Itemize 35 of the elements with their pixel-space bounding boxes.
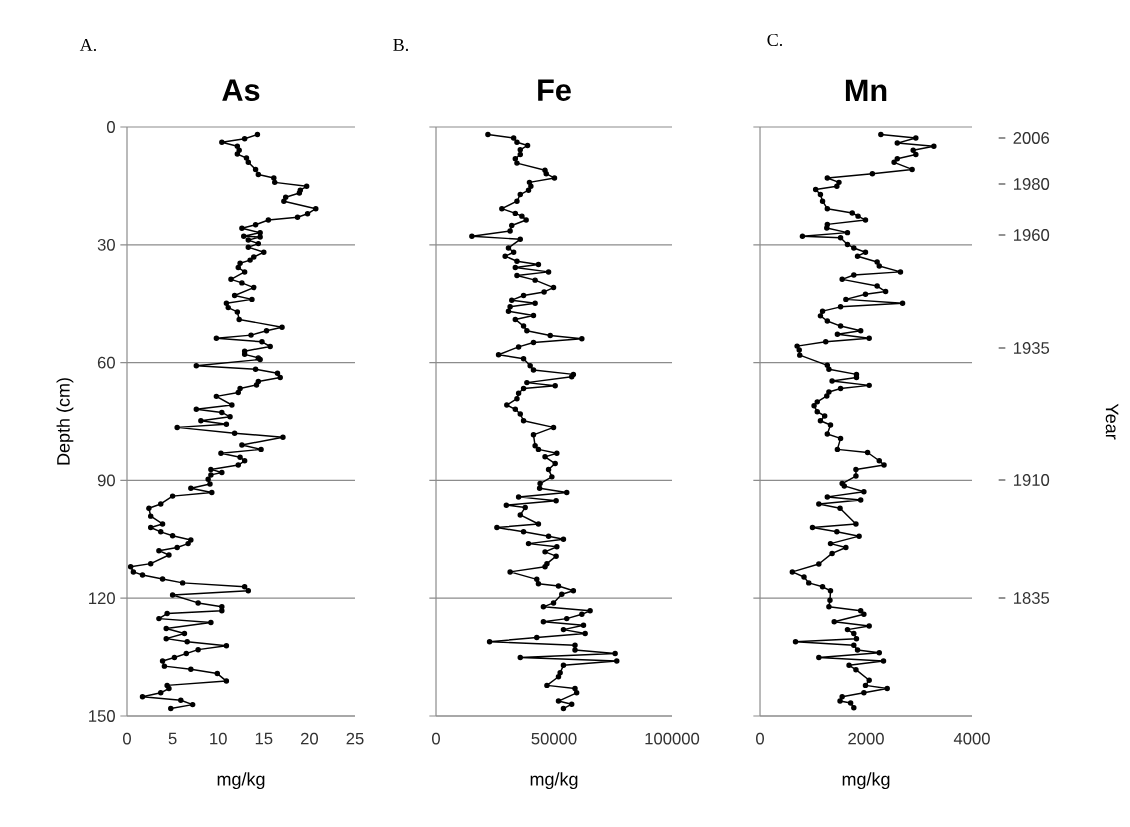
- y2-axis-title: Year: [1105, 403, 1119, 440]
- x-tick-label: 5: [168, 732, 177, 745]
- chart-title: As: [222, 79, 260, 101]
- x-tick-label: 0: [432, 732, 440, 745]
- y-tick-label: 120: [89, 592, 115, 605]
- x-tick-label: 15: [255, 732, 273, 745]
- y-tick-label: 0: [107, 121, 115, 133]
- chart-title: Mn: [845, 79, 887, 101]
- x-tick-label: 0: [756, 732, 764, 745]
- y-tick-label: 30: [97, 238, 115, 251]
- x-axis-title: mg/kg: [530, 772, 578, 790]
- text: A.: [79, 38, 97, 52]
- text: 1935: [1014, 342, 1050, 354]
- y-axis-title: Depth (cm): [56, 378, 74, 465]
- x-tick-label: 20: [300, 732, 319, 745]
- text: 1960: [1014, 229, 1050, 241]
- text: 1980: [1014, 178, 1050, 190]
- text: 2006: [1013, 132, 1050, 144]
- y-tick-label: 90: [97, 474, 115, 487]
- text: C.: [767, 33, 783, 47]
- x-tick-label: 25: [346, 732, 364, 745]
- y-tick-label: 150: [89, 710, 115, 722]
- x-tick-label: 100000: [645, 732, 700, 745]
- x-tick-label: 10: [210, 732, 227, 745]
- x-tick-label: 50000: [531, 732, 577, 745]
- x-tick-label: 2000: [848, 732, 884, 745]
- text: B.: [393, 38, 409, 51]
- text: 1835: [1014, 592, 1050, 604]
- x-tick-label: 4000: [953, 732, 990, 745]
- x-axis-title: mg/kg: [217, 772, 265, 790]
- chart-title: Fe: [538, 79, 571, 101]
- text: 1910: [1014, 474, 1050, 486]
- x-axis-title: mg/kg: [842, 772, 890, 790]
- x-tick-label: 0: [123, 732, 131, 745]
- y-tick-label: 60: [97, 356, 115, 369]
